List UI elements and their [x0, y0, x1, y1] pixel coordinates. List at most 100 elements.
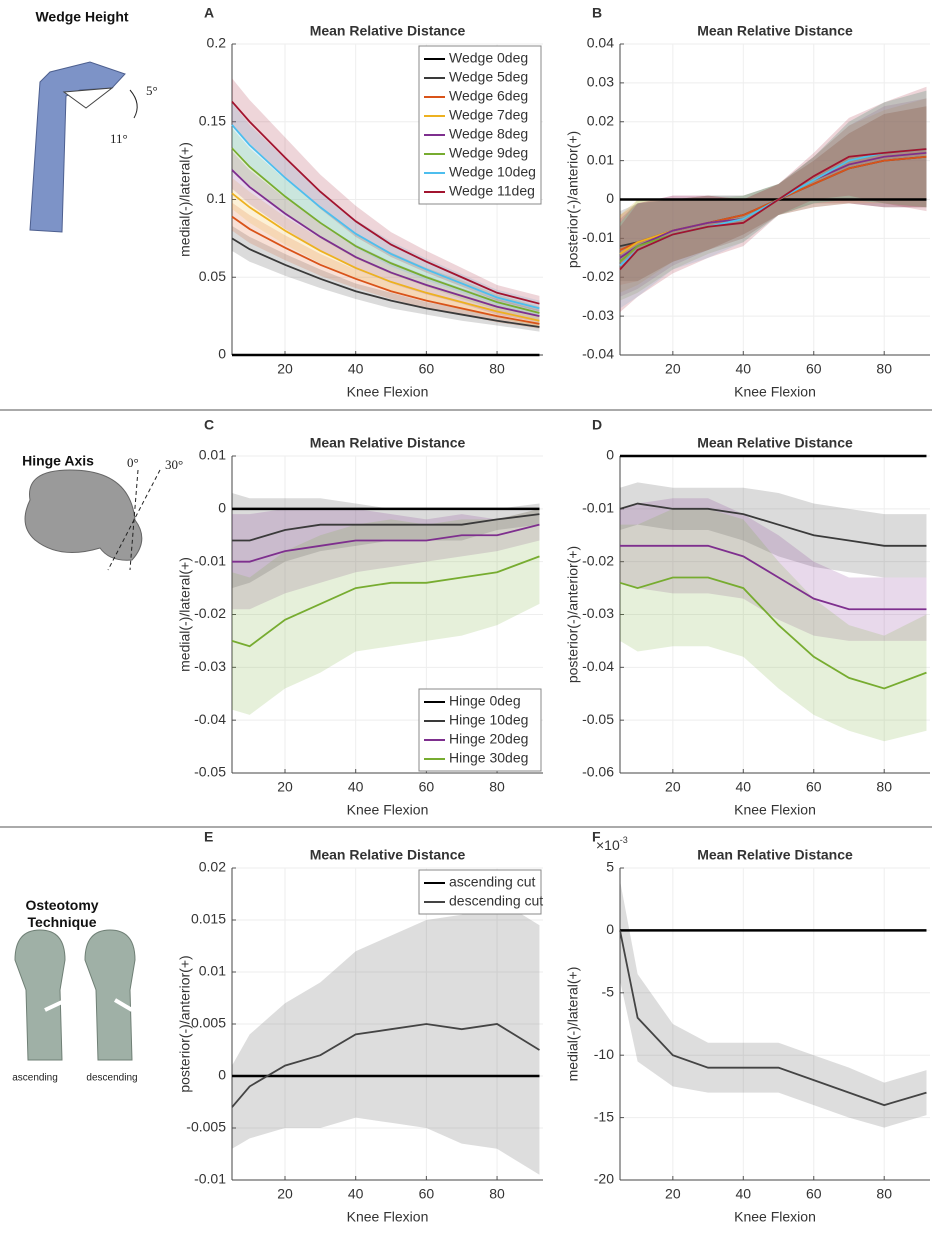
chart-panel: A Mean Relative Distance Knee Flexion media…: [177, 5, 543, 400]
y-tick-label: 0.01: [587, 151, 614, 167]
x-tick-label: 20: [277, 1186, 293, 1202]
x-tick-label: 20: [277, 361, 293, 377]
chart-title: Mean Relative Distance: [310, 435, 466, 451]
x-tick-label: 20: [665, 361, 681, 377]
std-band: [232, 103, 540, 317]
y-tick-label: 0.01: [199, 447, 226, 463]
series-line: [231, 192, 540, 322]
std-band: [620, 482, 927, 578]
chart-title: Mean Relative Distance: [310, 23, 466, 39]
panel-letter: D: [592, 417, 602, 433]
legend-label: ascending cut: [449, 874, 536, 890]
series-line: [232, 513, 540, 542]
y-tick-label: -0.02: [582, 552, 614, 568]
x-tick-label: 40: [348, 1186, 364, 1202]
tibia-model: [29, 61, 126, 233]
y-tick-label: -0.01: [194, 552, 226, 568]
x-tick-label: 40: [348, 361, 364, 377]
x-tick-label: 40: [736, 1186, 752, 1202]
std-band: [232, 899, 540, 1175]
legend-label: Wedge 5deg: [449, 69, 528, 85]
legend-label: descending cut: [449, 893, 543, 909]
std-band: [620, 90, 927, 301]
knee-models: [14, 929, 136, 1061]
panel-letter: F: [592, 829, 601, 845]
y-tick-label: 0.015: [191, 911, 226, 927]
y-tick-label: -0.06: [582, 764, 614, 780]
std-band: [232, 225, 540, 332]
series-line: [619, 148, 927, 271]
x-tick-label: 20: [277, 779, 293, 795]
caption: ascending: [12, 1073, 58, 1084]
y-tick-label: 0: [218, 500, 226, 516]
x-tick-label: 40: [736, 779, 752, 795]
y-tick-label: -0.04: [582, 346, 614, 362]
x-tick-label: 80: [876, 361, 892, 377]
x-tick-label: 60: [419, 779, 435, 795]
chart-title: Mean Relative Distance: [697, 23, 853, 39]
x-tick-label: 80: [489, 779, 505, 795]
legend-label: Wedge 8deg: [449, 126, 528, 142]
y-axis-label: posterior(-)/anterior(+): [177, 955, 193, 1092]
std-band: [620, 106, 927, 282]
series-line: [231, 215, 540, 325]
std-band: [232, 177, 540, 328]
std-band: [232, 508, 540, 610]
y-tick-label: -10: [594, 1046, 614, 1062]
y-tick-label: -0.04: [582, 658, 614, 674]
y-tick-label: 0.04: [587, 35, 614, 51]
y-multiplier-exp: -3: [620, 835, 628, 845]
series-line: [231, 100, 540, 305]
y-tick-label: -0.03: [582, 307, 614, 323]
y-tick-label: 0: [606, 447, 614, 463]
angle-label: 11°: [110, 131, 128, 146]
y-axis-label: posterior(-)/anterior(+): [565, 546, 581, 683]
std-band: [620, 880, 927, 1128]
x-tick-label: 80: [489, 1186, 505, 1202]
x-tick-label: 80: [489, 361, 505, 377]
chart-title: Mean Relative Distance: [697, 847, 853, 863]
y-tick-label: -20: [594, 1171, 614, 1187]
series-line: [619, 930, 927, 1107]
x-tick-label: 60: [806, 1186, 822, 1202]
chart-panel: F Mean Relative Distance Knee Flexion media…: [565, 829, 930, 1225]
y-tick-label: -15: [594, 1108, 614, 1124]
y-tick-label: 0.2: [207, 35, 227, 51]
std-band: [620, 98, 927, 297]
legend-label: Wedge 6deg: [449, 88, 528, 104]
series-line: [231, 1023, 540, 1108]
y-tick-label: 0.05: [199, 268, 226, 284]
x-tick-label: 60: [419, 1186, 435, 1202]
side-title: Wedge Height: [35, 9, 128, 25]
y-tick-label: 5: [606, 859, 614, 875]
y-tick-label: 0.15: [199, 112, 226, 128]
angle-arc: [129, 89, 138, 119]
angle-label: 5°: [146, 83, 158, 98]
panel-letter: C: [204, 417, 214, 433]
std-band: [620, 498, 927, 641]
y-tick-label: 0: [606, 921, 614, 937]
panel-letter: E: [204, 829, 213, 845]
series-line: [232, 523, 540, 563]
angle-label: 0°: [127, 455, 139, 470]
x-tick-label: 20: [665, 779, 681, 795]
legend-label: Hinge 30deg: [449, 750, 528, 766]
series-line: [620, 544, 927, 611]
x-tick-label: 80: [876, 1186, 892, 1202]
y-tick-label: -0.03: [194, 658, 226, 674]
series-line: [231, 555, 540, 648]
y-axis-label: posterior(-)/anterior(+): [565, 131, 581, 268]
series-line: [231, 237, 540, 328]
y-tick-label: -0.02: [582, 268, 614, 284]
y-tick-label: -0.005: [186, 1119, 226, 1135]
x-axis-label: Knee Flexion: [734, 384, 816, 400]
std-band: [620, 106, 927, 286]
y-tick-label: 0: [606, 190, 614, 206]
y-axis-label: medial(-)/lateral(+): [177, 142, 193, 257]
y-tick-label: -0.05: [582, 711, 614, 727]
y-tick-label: 0.02: [199, 859, 226, 875]
y-tick-label: -5: [602, 984, 615, 1000]
x-tick-label: 60: [419, 361, 435, 377]
y-axis-label: medial(-)/lateral(+): [565, 967, 581, 1082]
legend-box: [418, 45, 542, 205]
